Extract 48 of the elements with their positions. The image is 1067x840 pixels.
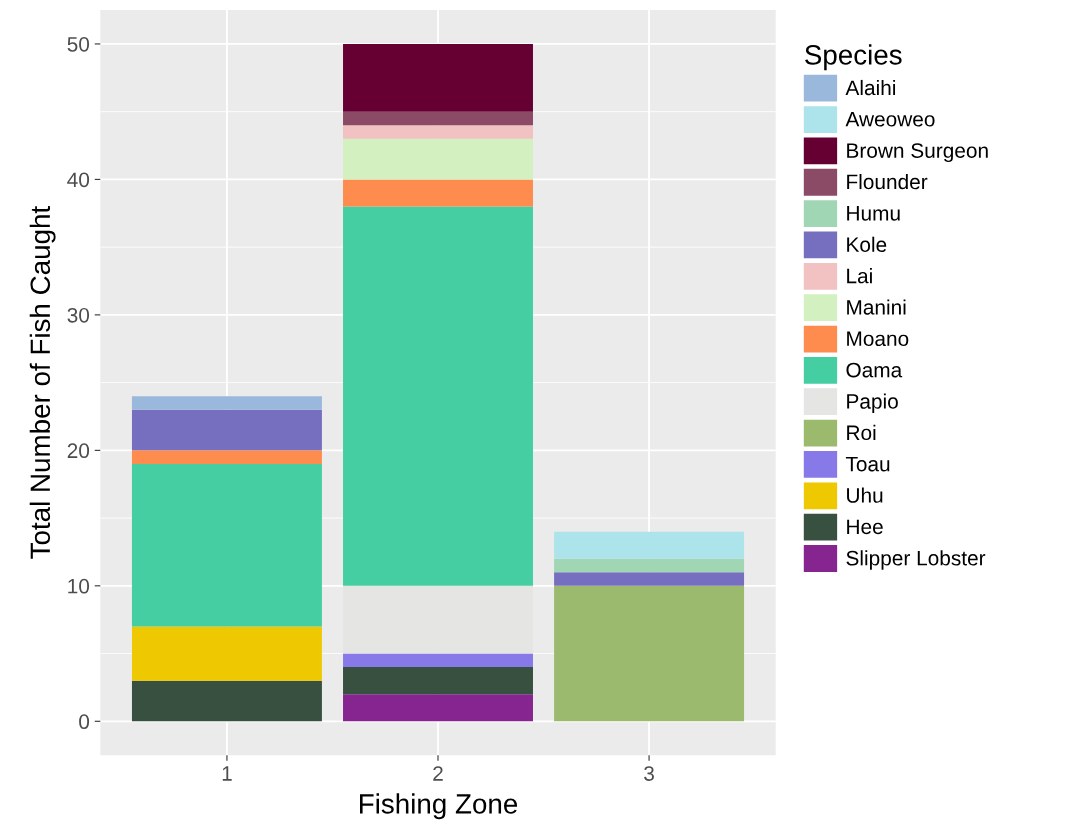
y-axis-title: Total Number of Fish Caught — [29, 206, 56, 559]
legend-label: Oama — [846, 362, 903, 378]
bar — [131, 626, 322, 681]
x-tick-label: 3 — [644, 766, 654, 781]
bar — [343, 694, 533, 722]
legend-label: Humu — [847, 206, 900, 221]
legend-label: Slipper Lobster — [846, 550, 986, 570]
bar — [343, 585, 533, 654]
bar — [131, 409, 322, 451]
bar — [554, 572, 745, 586]
x-tick-label: 2 — [433, 766, 443, 781]
bar — [131, 463, 322, 627]
legend-label: Kole — [847, 236, 887, 252]
bar — [131, 396, 322, 410]
legend-label: Uhu — [847, 487, 883, 503]
bar — [343, 206, 533, 586]
bar — [554, 585, 745, 722]
bar — [343, 125, 533, 139]
y-tick-label: 10 — [68, 578, 90, 594]
legend-label: Aweoweo — [845, 112, 935, 127]
legend-label: Lai — [847, 268, 872, 284]
legend-label: Hee — [847, 519, 883, 535]
legend-label: Moano — [847, 331, 909, 347]
legend-label: Flounder — [847, 173, 928, 190]
bar — [131, 680, 322, 722]
bar — [343, 653, 533, 668]
y-tick-label: 30 — [67, 307, 90, 323]
bar — [343, 667, 533, 695]
x-tick-label: 1 — [222, 766, 232, 781]
y-tick-label: 0 — [79, 714, 90, 730]
legend-title: Species — [805, 44, 902, 71]
legend-label: Alaihi — [845, 79, 896, 96]
legend-label: Brown Surgeon — [847, 143, 988, 163]
bar — [343, 179, 533, 207]
legend-label: Papio — [847, 393, 898, 413]
y-tick-label: 50 — [67, 36, 90, 52]
x-axis-title: Fishing Zone — [360, 793, 518, 820]
bar — [343, 43, 533, 112]
legend-label: Manini — [847, 299, 906, 315]
y-tick-label: 40 — [67, 172, 90, 188]
bar — [554, 558, 745, 573]
legend-label: Roi — [847, 424, 876, 441]
bar — [554, 531, 745, 559]
legend-label: Toau — [845, 456, 890, 472]
bar — [343, 111, 533, 126]
bar — [343, 138, 533, 180]
y-tick-label: 20 — [67, 443, 90, 459]
bar — [131, 450, 322, 464]
